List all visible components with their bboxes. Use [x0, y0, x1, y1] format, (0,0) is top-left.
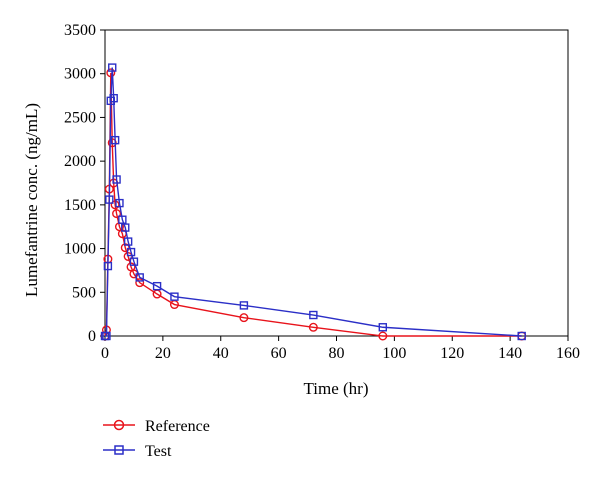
data-point-test [121, 223, 130, 232]
y-tick-label: 1000 [64, 241, 96, 258]
y-axis-label: Lumefantrine conc. (ng/mL) [22, 103, 41, 297]
legend-label-test: Test [145, 443, 172, 460]
data-point-test [309, 310, 318, 320]
x-tick-label: 100 [382, 345, 406, 362]
data-point-reference [169, 300, 179, 310]
y-axis: 0 500 1000 1500 2000 2500 3000 3500 [64, 22, 105, 345]
data-point-reference [106, 68, 116, 78]
y-tick-label: 2500 [64, 109, 96, 126]
series-line-test [105, 67, 522, 337]
legend-item-test: Test [103, 443, 172, 460]
data-point-reference [135, 278, 145, 288]
y-tick-label: 2000 [64, 153, 96, 170]
legend-marker-test [114, 445, 124, 455]
data-point-test [112, 175, 121, 184]
data-point-reference [239, 313, 249, 323]
data-point-test [129, 257, 139, 266]
series-reference [100, 68, 527, 341]
data-point-test [123, 237, 133, 246]
legend: Reference Test [103, 418, 210, 460]
y-tick-label: 3500 [64, 22, 96, 39]
series-test [100, 63, 526, 341]
plot-area [104, 29, 569, 337]
x-tick-label: 80 [329, 345, 345, 362]
series-layer [100, 63, 527, 341]
plot-border [104, 29, 569, 337]
data-point-test [126, 247, 136, 257]
x-tick-label: 160 [556, 345, 580, 362]
y-tick-label: 500 [72, 284, 96, 301]
legend-marker-reference [113, 419, 125, 431]
x-tick-label: 20 [155, 345, 171, 362]
data-point-test [517, 331, 526, 341]
data-point-test [378, 323, 387, 332]
x-axis-label: Time (hr) [303, 379, 368, 398]
data-point-test [105, 195, 114, 204]
data-point-test [170, 292, 179, 301]
x-axis: 0 20 40 60 80 100 120 140 160 [101, 336, 580, 362]
data-point-test [115, 198, 124, 208]
data-point-reference [110, 200, 120, 210]
y-tick-label: 1500 [64, 197, 96, 214]
x-tick-label: 120 [440, 345, 464, 362]
data-point-reference [112, 209, 122, 219]
data-point-reference [308, 322, 318, 332]
legend-item-reference: Reference [103, 418, 210, 435]
y-tick-label: 0 [88, 328, 96, 345]
data-point-test [110, 135, 120, 145]
data-point-test [109, 93, 118, 103]
data-point-test [103, 261, 113, 271]
x-tick-label: 40 [213, 345, 229, 362]
x-tick-label: 140 [498, 345, 522, 362]
x-tick-label: 0 [101, 345, 109, 362]
data-point-test [108, 63, 117, 72]
data-point-test [152, 281, 162, 291]
x-tick-label: 60 [271, 345, 287, 362]
data-point-test [102, 331, 111, 341]
data-point-test [239, 301, 249, 310]
data-point-test [118, 215, 127, 224]
data-point-reference [152, 289, 162, 299]
series-line-reference [104, 72, 522, 337]
y-tick-label: 3000 [64, 66, 96, 83]
data-point-test [135, 273, 144, 282]
legend-label-reference: Reference [145, 418, 210, 435]
data-point-reference [378, 331, 388, 341]
